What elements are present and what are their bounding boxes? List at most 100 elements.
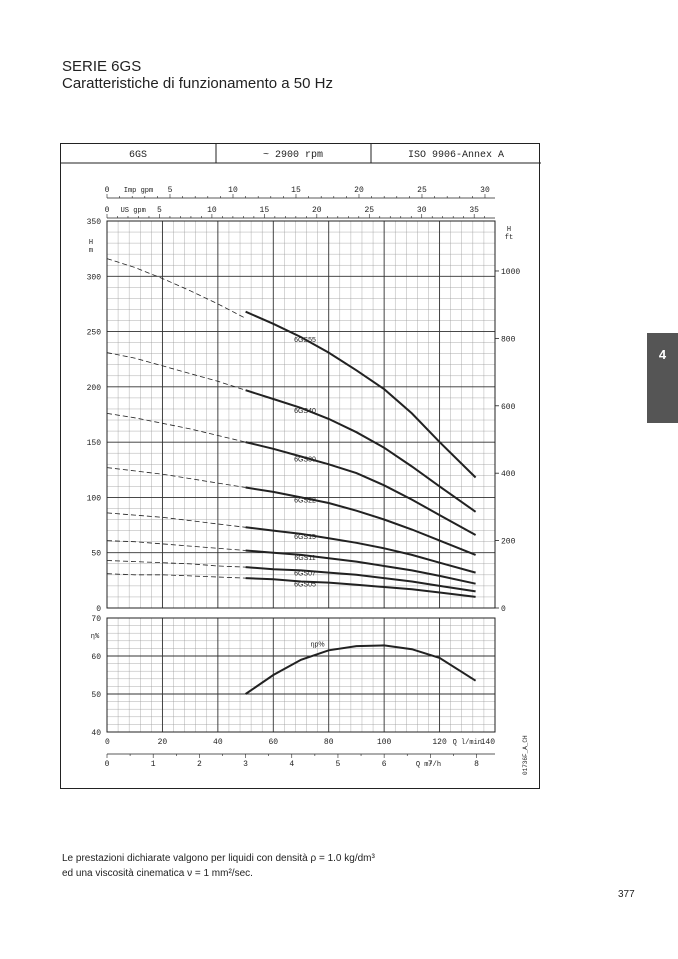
gpm-tick-label: 0 <box>105 206 110 215</box>
gpm-axis-label: US gpm <box>121 207 146 215</box>
lmin-tick-label: 40 <box>213 738 223 747</box>
m3h-tick-label: 4 <box>289 760 294 769</box>
footnote-line-1: Le prestazioni dichiarate valgono per li… <box>62 853 375 864</box>
gpm-tick-label: 5 <box>157 206 162 215</box>
head-tick-label: 0 <box>96 605 101 614</box>
head-curve-6GS55 <box>245 310 477 479</box>
head-tick-label: 250 <box>87 329 102 338</box>
footnote-line-2: ed una viscosità cinematica ν = 1 mm²/se… <box>62 868 253 879</box>
series-label-6GS11: 6GS11 <box>294 555 315 562</box>
head-curve-6GS11 <box>245 549 476 585</box>
lmin-axis-label: Q l/min <box>453 739 482 747</box>
series-label-6GS05: 6GS05 <box>294 581 316 588</box>
gpm-tick-label: 15 <box>291 186 301 195</box>
head-curve-dashed-6GS05 <box>106 573 246 579</box>
page-number: 377 <box>618 889 635 900</box>
page-title: SERIE 6GS <box>62 58 142 75</box>
lmin-tick-label: 80 <box>324 738 334 747</box>
header-standard: ISO 9906-Annex A <box>408 150 504 161</box>
series-label-6GS07: 6GS07 <box>294 570 316 577</box>
page-subtitle: Caratteristiche di funzionamento a 50 Hz <box>62 75 333 92</box>
eff-tick-label: 50 <box>91 691 101 700</box>
gpm-tick-label: 30 <box>480 186 490 195</box>
performance-chart: 6GS ~ 2900 rpm ISO 9906-Annex A05010015020… <box>61 144 541 769</box>
head-tick-label: 100 <box>87 494 102 503</box>
m3h-tick-label: 3 <box>243 760 248 769</box>
m3h-tick-label: 8 <box>474 760 479 769</box>
eff-plot-border <box>106 617 496 733</box>
gpm-tick-label: 0 <box>105 186 110 195</box>
series-label-6GS15: 6GS15 <box>294 534 316 541</box>
head-curve-6GS05 <box>245 577 476 598</box>
chart-reference-code: 01736F_A_CH <box>522 735 529 775</box>
head-curve-6GS40 <box>245 389 477 513</box>
page-title-block: SERIE 6GS Caratteristiche di funzionamen… <box>62 58 333 92</box>
m3h-axis-label: Q m³/h <box>416 761 441 769</box>
ft-tick-label: 200 <box>501 538 516 547</box>
gpm-tick-label: 5 <box>168 186 173 195</box>
head-curve-dashed-6GS15 <box>106 512 246 528</box>
m3h-tick-label: 5 <box>336 760 341 769</box>
head-axis-label-right-unit: ft <box>505 234 513 242</box>
series-label-6GS30: 6GS30 <box>294 457 316 464</box>
gpm-tick-label: 10 <box>207 206 217 215</box>
head-tick-label: 350 <box>87 218 102 227</box>
eff-tick-label: 70 <box>91 615 101 624</box>
ft-tick-label: 400 <box>501 470 516 479</box>
lmin-tick-label: 140 <box>481 738 496 747</box>
performance-chart-frame: 6GS ~ 2900 rpm ISO 9906-Annex A 0 50 100 150 20… <box>60 143 541 789</box>
gpm-axis-label: Imp gpm <box>124 187 153 195</box>
lmin-tick-label: 120 <box>432 738 447 747</box>
ft-tick-label: 1000 <box>501 268 520 277</box>
m3h-tick-label: 7 <box>428 760 433 769</box>
head-tick-label: 50 <box>91 550 101 559</box>
m3h-tick-label: 6 <box>382 760 387 769</box>
eff-axis-label: η% <box>91 633 100 641</box>
m3h-tick-label: 0 <box>105 760 110 769</box>
series-label-6GS22: 6GS22 <box>294 497 316 504</box>
gpm-tick-label: 15 <box>260 206 270 215</box>
section-tab[interactable]: 4 <box>647 333 678 423</box>
efficiency-series-label: ηp% <box>311 641 325 648</box>
eff-tick-label: 40 <box>91 729 101 738</box>
head-curve-dashed-6GS11 <box>106 540 246 551</box>
head-curve-dashed-6GS22 <box>106 467 246 488</box>
head-curve-6GS15 <box>245 526 476 574</box>
head-axis-label-left-unit: m <box>89 247 93 255</box>
lmin-tick-label: 0 <box>105 738 110 747</box>
head-curve-6GS07 <box>245 566 476 593</box>
gpm-tick-label: 10 <box>228 186 238 195</box>
gpm-tick-label: 35 <box>469 206 479 215</box>
series-label-6GS40: 6GS40 <box>294 408 316 415</box>
head-tick-label: 300 <box>87 273 102 282</box>
header-speed: ~ 2900 rpm <box>263 150 323 161</box>
head-curve-dashed-6GS40 <box>106 352 246 391</box>
head-tick-label: 150 <box>87 439 102 448</box>
lmin-tick-label: 60 <box>268 738 278 747</box>
ft-tick-label: 0 <box>501 605 506 614</box>
gpm-tick-label: 30 <box>417 206 427 215</box>
ft-tick-label: 600 <box>501 403 516 412</box>
eff-tick-label: 60 <box>91 653 101 662</box>
ft-tick-label: 800 <box>501 335 516 344</box>
header-model: 6GS <box>129 150 147 161</box>
lmin-tick-label: 20 <box>158 738 168 747</box>
gpm-tick-label: 20 <box>354 186 364 195</box>
lmin-tick-label: 100 <box>377 738 392 747</box>
m3h-tick-label: 1 <box>151 760 156 769</box>
head-axis-label-right: H <box>507 226 511 234</box>
head-curve-6GS22 <box>245 486 476 556</box>
section-tab-number: 4 <box>658 347 667 362</box>
head-curve-dashed-6GS07 <box>106 560 246 568</box>
head-curve-dashed-6GS30 <box>106 413 246 443</box>
head-curve-6GS30 <box>245 441 477 536</box>
head-axis-label-left: H <box>89 239 93 247</box>
head-tick-label: 200 <box>87 384 102 393</box>
m3h-tick-label: 2 <box>197 760 202 769</box>
series-label-6GS55: 6GS55 <box>294 337 316 344</box>
gpm-tick-label: 25 <box>417 186 427 195</box>
head-curve-dashed-6GS55 <box>106 258 246 319</box>
footnote: Le prestazioni dichiarate valgono per li… <box>62 851 375 881</box>
efficiency-curve <box>245 644 477 695</box>
gpm-tick-label: 25 <box>364 206 374 215</box>
